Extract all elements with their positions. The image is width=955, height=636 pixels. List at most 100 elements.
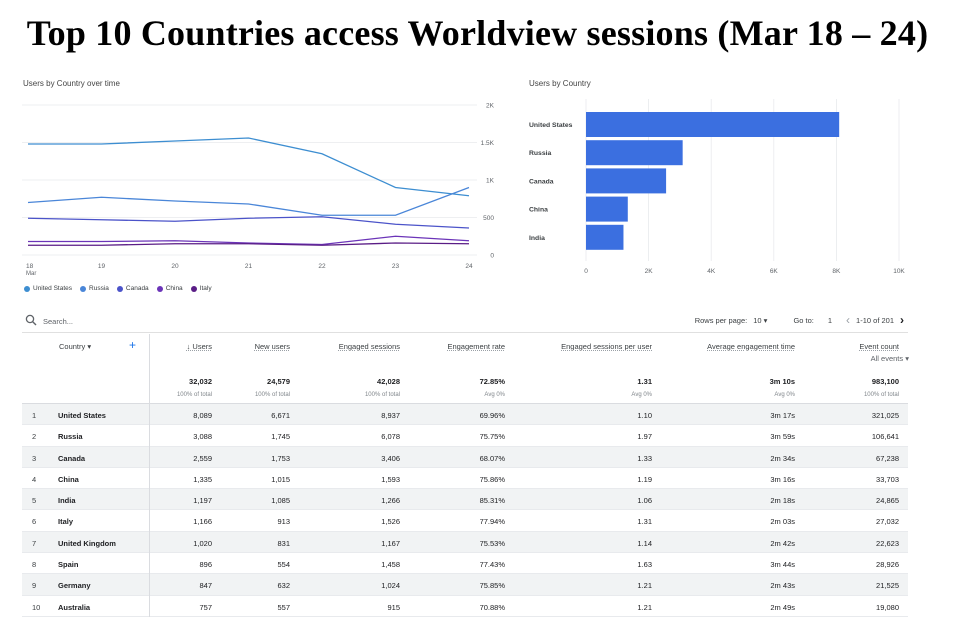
table-row[interactable]: 6 Italy 1,166 913 1,526 77.94% 1.31 2m 03s 27,03… <box>22 510 908 532</box>
table-cell: 3m 16s <box>770 474 795 484</box>
column-header-users[interactable]: ↓ Users <box>186 342 212 351</box>
column-header-engagement-rate[interactable]: Engagement rate <box>447 342 505 351</box>
table-cell: 1.10 <box>637 411 652 420</box>
x-tick-label: 22 <box>318 263 326 270</box>
table-cell: 1,266 <box>381 496 400 506</box>
country-column-header[interactable]: Country ▾ <box>59 342 91 351</box>
table-cell: 1,024 <box>381 581 400 591</box>
table-cell: 2m 03s <box>770 517 795 527</box>
bar-canada[interactable] <box>586 168 667 194</box>
column-total: 983,100 <box>871 377 899 386</box>
next-page-icon[interactable]: › <box>900 313 904 327</box>
table-cell: 33,703 <box>876 474 899 484</box>
table-cell: 77.43% <box>479 560 505 570</box>
column-total-percent: Avg 0% <box>774 392 795 398</box>
table-cell: 847 <box>199 581 212 591</box>
country-header-label: Country <box>59 342 86 351</box>
series-line-russia[interactable] <box>27 186 470 216</box>
y-tick-label: 0 <box>490 253 494 260</box>
table-row[interactable]: 10 Australia 757 557 915 70.88% 1.21 2m 49s 19,0… <box>22 596 908 617</box>
table-row[interactable]: 2 Russia 3,088 1,745 6,078 75.75% 1.97 3m 59s 10… <box>22 425 908 447</box>
table-cell: 1.97 <box>637 432 652 442</box>
table-cell: 28,926 <box>876 560 899 570</box>
table-row[interactable]: 7 United Kingdom 1,020 831 1,167 75.53% 1.14 2m… <box>22 531 908 554</box>
chevron-down-icon: ▾ <box>763 315 768 325</box>
column-total: 32,032 <box>189 377 212 386</box>
table-cell: 75.85% <box>479 581 505 591</box>
country-cell[interactable]: United Kingdom <box>58 538 116 548</box>
table-row[interactable]: 3 Canada 2,559 1,753 3,406 68.07% 1.33 2m 34s 67… <box>22 446 908 468</box>
x-tick-label: 19 <box>98 263 106 270</box>
row-index: 8 <box>32 560 37 570</box>
row-index: 3 <box>32 453 37 463</box>
bar-india[interactable] <box>586 224 624 250</box>
x-tick-label: 10K <box>893 268 905 275</box>
add-dimension-icon[interactable]: + <box>129 338 137 352</box>
country-cell[interactable]: Russia <box>58 432 83 442</box>
column-header-new-users[interactable]: New users <box>254 342 290 351</box>
search-input[interactable]: Search... <box>43 317 74 326</box>
x-tick-label: 4K <box>707 268 716 275</box>
series-line-italy[interactable] <box>28 242 470 246</box>
legend-label: Russia <box>89 285 109 292</box>
prev-page-icon[interactable]: ‹ <box>846 313 851 327</box>
country-cell[interactable]: China <box>58 474 79 484</box>
series-line-united-states[interactable] <box>28 137 470 197</box>
table-row[interactable]: 5 India 1,197 1,085 1,266 85.31% 1.06 2m 18s 24,… <box>22 489 908 511</box>
table-header: Country ▾ + ↓ Users 32,032 100% of total Ne… <box>22 334 909 404</box>
bar-category-label: Russia <box>529 150 552 157</box>
rows-per-page-select[interactable]: 10 ▾ <box>753 316 767 325</box>
table-toolbar: Search... Rows per page: 10 ▾ Go to: 1 ‹… <box>22 311 908 333</box>
table-cell: 1.21 <box>637 581 652 591</box>
legend-label: China <box>165 285 183 292</box>
table-row[interactable]: 4 China 1,335 1,015 1,593 75.86% 1.19 3m 16s 33,… <box>22 468 908 490</box>
country-cell[interactable]: Canada <box>58 453 86 463</box>
row-index: 7 <box>32 538 37 548</box>
legend-item[interactable]: Canada <box>116 285 149 292</box>
table-cell: 75.53% <box>479 538 505 548</box>
bar-china[interactable] <box>586 196 628 222</box>
bar-united-states[interactable] <box>586 112 840 137</box>
column-header-engaged-sessions-per-user[interactable]: Engaged sessions per user <box>561 342 652 351</box>
series-line-china[interactable] <box>28 235 470 246</box>
country-cell[interactable]: Australia <box>58 602 91 612</box>
table-cell: 3m 59s <box>770 432 795 442</box>
table-cell: 1,335 <box>193 474 212 484</box>
country-cell[interactable]: Spain <box>58 560 79 570</box>
event-filter-select[interactable]: All events ▾ <box>870 354 909 363</box>
table-row[interactable]: 1 United States 8,089 6,671 8,937 69.96% 1.10 3… <box>22 404 908 426</box>
column-header-average-engagement-time[interactable]: Average engagement time <box>707 342 795 351</box>
table-cell: 70.88% <box>479 602 505 612</box>
series-line-canada[interactable] <box>27 216 470 229</box>
table-row[interactable]: 9 Germany 847 632 1,024 75.85% 1.21 2m 43s 21,52… <box>22 574 908 596</box>
bar-chart-title: Users by Country <box>529 79 591 88</box>
country-cell[interactable]: United States <box>58 411 106 420</box>
x-tick-label: 24 <box>465 263 473 270</box>
legend-item[interactable]: United States <box>24 285 72 292</box>
table-cell: 1.31 <box>637 517 652 527</box>
column-header-event-count[interactable]: Event count <box>859 342 899 351</box>
legend-dot-icon <box>156 285 163 292</box>
table-cell: 554 <box>277 560 290 570</box>
country-cell[interactable]: Italy <box>58 517 74 527</box>
bar-russia[interactable] <box>586 140 683 166</box>
table-cell: 1,015 <box>271 474 290 484</box>
table-cell: 321,025 <box>871 411 899 420</box>
table-cell: 1,753 <box>271 453 290 463</box>
column-total-percent: 100% of total <box>254 392 290 398</box>
go-to-input[interactable]: 1 <box>827 315 833 325</box>
table-row[interactable]: 8 Spain 896 554 1,458 77.43% 1.63 3m 44s 28,926 <box>22 553 908 575</box>
table-cell: 1.06 <box>637 496 652 506</box>
country-cell[interactable]: Germany <box>58 581 91 591</box>
country-cell[interactable]: India <box>58 496 76 506</box>
table-cell: 24,865 <box>876 496 899 506</box>
legend-item[interactable]: Italy <box>190 285 212 292</box>
x-tick-label: 18 <box>26 263 34 270</box>
table-cell: 2m 43s <box>770 581 795 591</box>
legend-item[interactable]: Russia <box>80 285 109 292</box>
search-icon[interactable] <box>25 314 37 326</box>
column-total-percent: Avg 0% <box>631 392 652 398</box>
legend-item[interactable]: China <box>156 285 183 292</box>
table-cell: 6,671 <box>271 411 290 420</box>
column-header-engaged-sessions[interactable]: Engaged sessions <box>338 342 400 351</box>
